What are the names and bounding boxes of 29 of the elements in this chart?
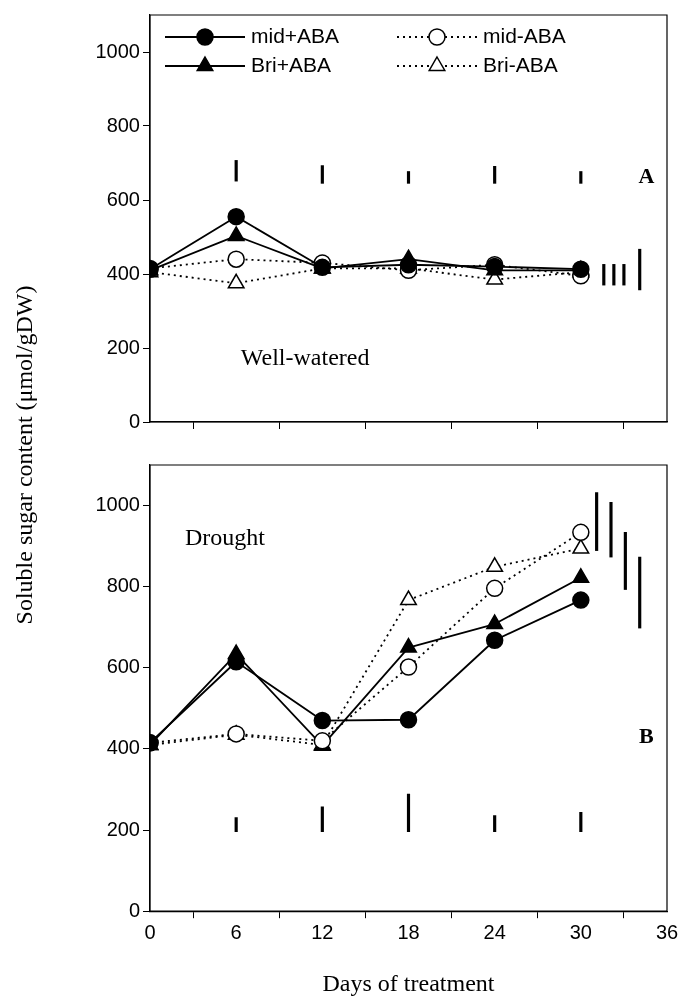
y-tick-label: 800 [106, 574, 140, 597]
y-tick-label: 0 [128, 898, 140, 921]
y-tick-label: 600 [106, 655, 140, 678]
legend-label: Bri-ABA [483, 52, 558, 76]
y-tick-label: 400 [106, 261, 140, 284]
x-tick-label: 6 [230, 920, 242, 943]
x-tick-label: 12 [311, 920, 334, 943]
x-tick-label: 0 [144, 920, 156, 943]
x-tick-label: 24 [483, 920, 506, 943]
y-tick-label: 1000 [95, 493, 140, 516]
y-axis-title: Soluble sugar content (μmol/gDW) [10, 285, 38, 625]
annotation: Well-watered [240, 344, 370, 371]
y-tick-label: 800 [106, 113, 140, 136]
annotation: A [638, 163, 655, 189]
legend-label: mid-ABA [483, 23, 566, 47]
y-tick-label: 200 [106, 335, 140, 358]
x-axis-title: Days of treatment [322, 969, 495, 996]
annotation: Drought [184, 523, 266, 550]
x-tick-label: 30 [569, 920, 592, 943]
y-tick-label: 200 [106, 817, 140, 840]
y-tick-label: 0 [128, 409, 140, 432]
y-tick-label: 400 [106, 736, 140, 759]
legend-label: mid+ABA [251, 23, 340, 47]
x-tick-label: 18 [397, 920, 420, 943]
y-tick-label: 1000 [95, 39, 140, 62]
legend-label: Bri+ABA [251, 52, 331, 76]
annotation: B [638, 722, 654, 748]
x-tick-label: 36 [655, 920, 679, 943]
y-tick-label: 600 [106, 187, 140, 210]
